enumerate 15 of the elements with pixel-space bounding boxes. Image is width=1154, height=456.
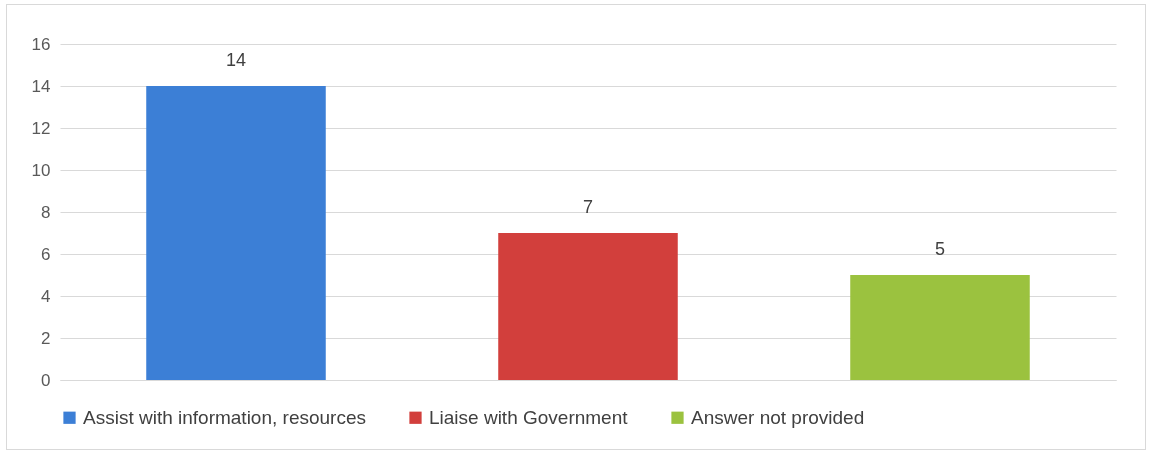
data-label: 5 <box>934 239 946 259</box>
legend-label: Liaise with Government <box>429 406 629 428</box>
data-label: 7 <box>582 197 594 217</box>
y-tick-label: 14 <box>31 76 51 96</box>
y-tick-label: 12 <box>31 118 51 138</box>
y-tick-label: 8 <box>41 202 51 222</box>
legend-label: Answer not provided <box>691 406 865 428</box>
y-tick-label: 0 <box>41 370 51 390</box>
legend-label: Assist with information, resources <box>83 406 366 428</box>
y-tick-label: 2 <box>41 328 51 348</box>
y-tick-label: 16 <box>31 34 51 54</box>
data-label: 14 <box>225 50 247 70</box>
y-tick-label: 6 <box>41 244 51 264</box>
y-tick-label: 4 <box>41 286 51 306</box>
y-tick-label: 10 <box>31 160 51 180</box>
